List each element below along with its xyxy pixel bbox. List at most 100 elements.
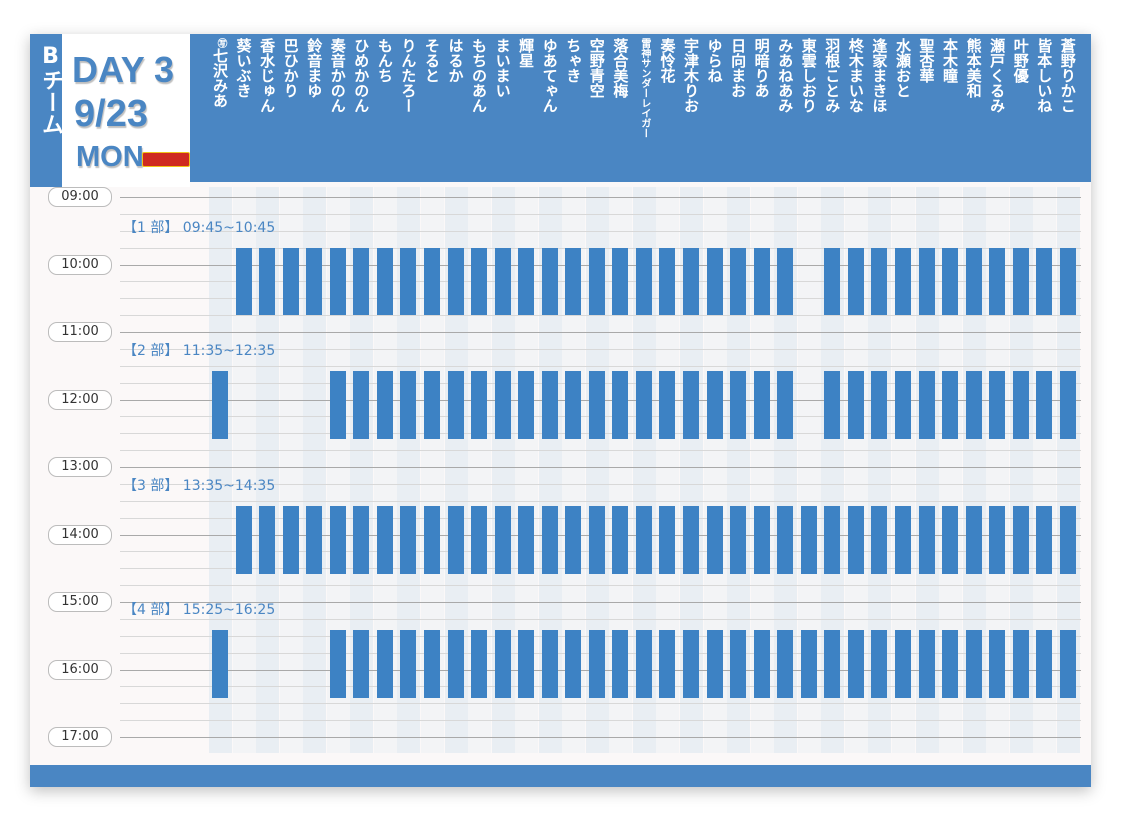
member-name-text: 蒼野りかこ bbox=[1058, 38, 1077, 113]
member-name-text: 瀬戸くるみ bbox=[988, 38, 1007, 113]
member-name-text: りんたろー bbox=[399, 38, 418, 113]
quarter-gridline bbox=[120, 213, 1081, 215]
session-slot bbox=[565, 371, 582, 439]
session-slot bbox=[494, 506, 511, 574]
session-slot bbox=[800, 506, 817, 574]
session-label: 【2 部】 11:35~12:35 bbox=[123, 343, 276, 360]
session-slot bbox=[541, 630, 558, 698]
member-column bbox=[515, 187, 539, 753]
quarter-gridline bbox=[120, 365, 1081, 367]
quarter-gridline bbox=[120, 618, 1081, 620]
member-names-header: ㊢七沢みあ 葵いぶき 香水じゅん 巴ひかり 鈴音まゆ 奏音かのん ひめかのん もんち りんたろー… bbox=[190, 34, 1091, 182]
session-slot bbox=[282, 506, 299, 574]
session-slot bbox=[753, 630, 770, 698]
member-column bbox=[868, 187, 892, 753]
member-column bbox=[609, 187, 633, 753]
member-name: 宇津木りお bbox=[680, 38, 702, 178]
session-slot bbox=[847, 630, 864, 698]
session-slot bbox=[753, 506, 770, 574]
session-slot bbox=[824, 371, 841, 439]
session-slot bbox=[871, 506, 888, 574]
session-slot bbox=[518, 247, 535, 316]
session-slot bbox=[1036, 247, 1053, 316]
session-slot bbox=[965, 371, 982, 439]
session-label: 【4 部】 15:25~16:25 bbox=[123, 602, 276, 619]
member-name-text: 奏怜花 bbox=[658, 38, 677, 83]
member-name-text: 奏音かのん bbox=[328, 38, 347, 113]
member-column bbox=[774, 187, 798, 753]
member-name-text: ひめかのん bbox=[352, 38, 371, 113]
session-slot bbox=[212, 371, 228, 439]
member-column bbox=[962, 187, 986, 753]
session-slot bbox=[259, 247, 276, 316]
session-slot bbox=[400, 630, 417, 698]
member-name-text: 巴ひかり bbox=[281, 38, 300, 98]
bottom-bar bbox=[30, 765, 1091, 787]
hour-gridline bbox=[120, 467, 1081, 468]
member-name: 落合美梅 bbox=[609, 38, 631, 178]
session-slot bbox=[518, 506, 535, 574]
member-column bbox=[797, 187, 821, 753]
session-slot bbox=[777, 247, 794, 316]
session-slot bbox=[730, 247, 747, 316]
session-slot bbox=[353, 506, 370, 574]
session-slot bbox=[612, 630, 629, 698]
member-name-text: はるか bbox=[446, 38, 465, 83]
member-column bbox=[750, 187, 774, 753]
session-slot bbox=[447, 247, 464, 316]
session-slot bbox=[235, 247, 252, 316]
member-name: もんち bbox=[374, 38, 396, 178]
session-slot bbox=[541, 247, 558, 316]
session-slot bbox=[730, 371, 747, 439]
session-slot bbox=[565, 247, 582, 316]
session-slot bbox=[282, 247, 299, 316]
session-slot bbox=[376, 247, 393, 316]
session-slot bbox=[1059, 247, 1076, 316]
member-name: みあねあみ bbox=[774, 38, 796, 178]
session-slot bbox=[541, 506, 558, 574]
member-name-text: 空野青空 bbox=[587, 38, 606, 98]
member-name: はるか bbox=[445, 38, 467, 178]
session-slot bbox=[894, 371, 911, 439]
hour-gridline bbox=[120, 332, 1081, 333]
member-name: ゆあてゃん bbox=[539, 38, 561, 178]
session-slot bbox=[730, 506, 747, 574]
member-name: りんたろー bbox=[397, 38, 419, 178]
quarter-gridline bbox=[120, 450, 1081, 452]
member-column bbox=[703, 187, 727, 753]
session-slot bbox=[918, 371, 935, 439]
member-name: 空野青空 bbox=[586, 38, 608, 178]
member-name: 東雲しおり bbox=[798, 38, 820, 178]
member-name: 雷神サンダーレイガー bbox=[633, 38, 655, 178]
hour-gridline bbox=[120, 737, 1081, 738]
session-slot bbox=[871, 371, 888, 439]
member-name: もちのあん bbox=[468, 38, 490, 178]
session-slot bbox=[400, 506, 417, 574]
quarter-gridline bbox=[120, 230, 1081, 232]
session-slot bbox=[847, 247, 864, 316]
session-slot bbox=[989, 630, 1006, 698]
time-label: 15:00 bbox=[48, 592, 112, 612]
session-label: 【3 部】 13:35~14:35 bbox=[123, 478, 276, 495]
quarter-gridline bbox=[120, 585, 1081, 587]
session-slot bbox=[942, 630, 959, 698]
member-name-text: まいまい bbox=[493, 38, 512, 98]
quarter-gridline bbox=[120, 348, 1081, 350]
member-name: ゆらね bbox=[704, 38, 726, 178]
quarter-gridline bbox=[120, 500, 1081, 502]
session-slot bbox=[423, 630, 440, 698]
date-block: DAY 3 9/23 MON bbox=[62, 34, 190, 187]
member-name-text: 叶野優 bbox=[1011, 38, 1030, 83]
member-column bbox=[727, 187, 751, 753]
member-column bbox=[326, 187, 350, 753]
session-slot bbox=[353, 247, 370, 316]
session-slot bbox=[612, 506, 629, 574]
session-slot bbox=[1036, 371, 1053, 439]
member-name-text: 水瀬おと bbox=[893, 38, 912, 98]
member-name-text: 明暗りあ bbox=[752, 38, 771, 98]
member-name: 熊本美和 bbox=[963, 38, 985, 178]
member-column bbox=[891, 187, 915, 753]
session-slot bbox=[588, 247, 605, 316]
session-slot bbox=[447, 630, 464, 698]
session-slot bbox=[918, 506, 935, 574]
